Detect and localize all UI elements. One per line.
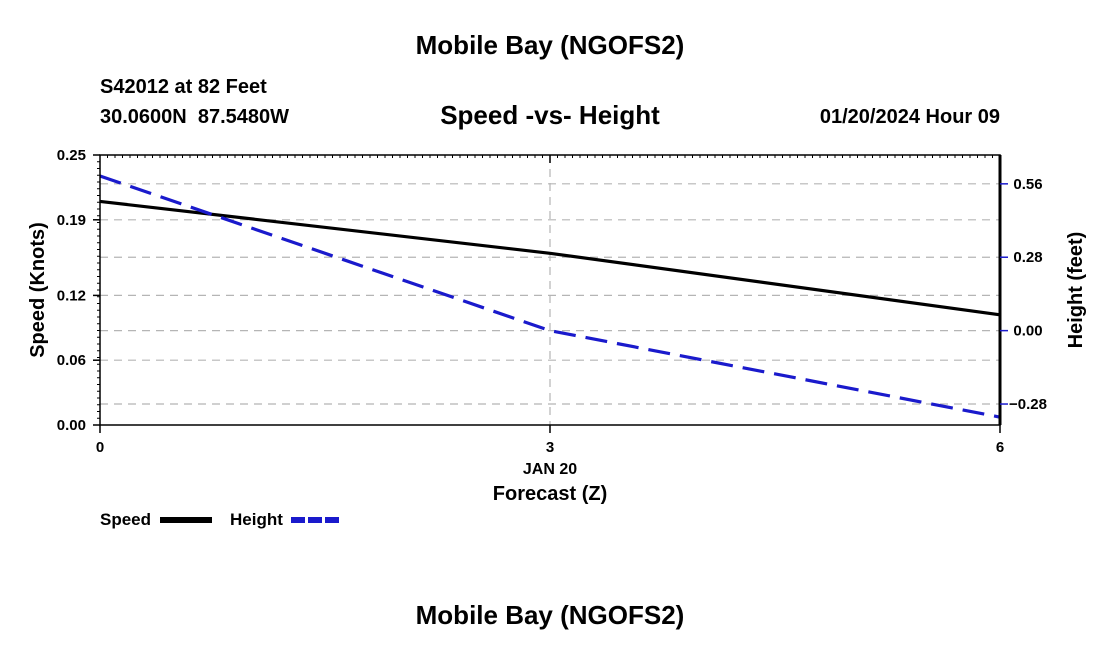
series-line-height	[99, 174, 1001, 419]
y-tick-label: 0.00	[57, 417, 86, 434]
legend: Speed Height	[100, 510, 342, 529]
legend-speed-label: Speed	[100, 510, 151, 529]
y-axis-label: Speed (Knots)	[27, 222, 49, 358]
station-label: S42012 at 82 Feet	[100, 76, 267, 98]
y2-tick-label: 0.00	[1013, 323, 1042, 340]
y2-tick-label: 0.56	[1013, 176, 1042, 193]
footer-title: Mobile Bay (NGOFS2)	[415, 600, 685, 630]
x-tick-label: 6	[996, 439, 1004, 456]
chart-title: Speed -vs- Height	[440, 100, 660, 130]
y-tick-label: 0.25	[57, 147, 86, 164]
grid	[100, 155, 1000, 425]
y-tick-label: 0.06	[57, 352, 86, 369]
series-layer	[99, 174, 1001, 419]
x-tick-label: 0	[96, 439, 104, 456]
page-title: Mobile Bay (NGOFS2)	[415, 30, 685, 60]
station-coordinates: 30.0600N 87.5480W	[100, 106, 290, 128]
y2-tick-label: −0.28	[1009, 396, 1047, 413]
tick-labels: 0.00 0.06 0.12 0.19 0.25 −0.28 0.00 0.28 0.56 0 3 6	[57, 147, 1047, 456]
x-tick-label: 3	[546, 439, 554, 456]
x-date-label: JAN 20	[523, 461, 577, 478]
y2-tick-label: 0.28	[1013, 249, 1042, 266]
series-line-speed	[99, 199, 1001, 317]
ticks	[93, 154, 1008, 433]
y-tick-label: 0.12	[57, 287, 86, 304]
x-axis-label: Forecast (Z)	[493, 483, 607, 505]
forecast-date: 01/20/2024 Hour 09	[819, 106, 1000, 128]
legend-height-label: Height	[230, 510, 283, 529]
y-tick-label: 0.19	[57, 212, 86, 229]
y2-axis-label: Height (feet)	[1065, 232, 1087, 349]
